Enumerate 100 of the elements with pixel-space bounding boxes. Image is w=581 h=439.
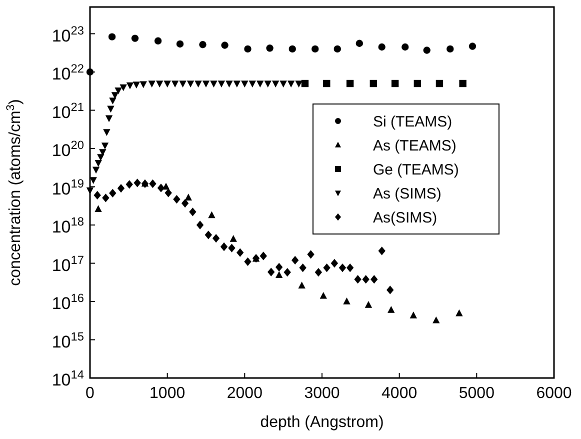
point	[164, 188, 172, 198]
point	[298, 282, 306, 289]
point	[244, 257, 252, 266]
point	[410, 312, 418, 318]
point	[264, 80, 272, 88]
x-tick-label: 3000	[304, 385, 340, 402]
y-tick-label: 10$^{22}$	[52, 62, 84, 84]
point	[154, 37, 162, 44]
point	[126, 82, 134, 90]
point	[212, 234, 220, 243]
point	[226, 80, 233, 88]
point	[323, 80, 330, 88]
point	[364, 301, 372, 308]
point	[94, 205, 102, 212]
legend-label: As (TEAMS)	[373, 137, 456, 154]
y-tick-label: 10$^{23}$	[52, 23, 84, 46]
point	[109, 188, 116, 198]
point	[181, 198, 189, 208]
point	[194, 80, 202, 88]
point	[284, 268, 291, 277]
point	[388, 306, 395, 313]
legend-label: As (SIMS)	[373, 185, 442, 202]
point	[149, 179, 156, 188]
point	[260, 252, 267, 260]
point	[233, 80, 241, 88]
point	[114, 88, 122, 94]
point	[280, 80, 287, 88]
point	[221, 42, 228, 49]
point	[299, 263, 306, 272]
point	[268, 268, 275, 276]
point	[354, 275, 362, 284]
x-tick-label: 5000	[458, 385, 495, 402]
point	[140, 81, 147, 88]
x-tick-label: 4000	[382, 385, 418, 402]
point	[266, 44, 274, 52]
point	[196, 220, 204, 230]
point	[241, 80, 248, 88]
point	[346, 263, 354, 272]
point	[330, 258, 338, 268]
y-tick-label: 10$^{14}$	[52, 368, 84, 390]
point	[436, 80, 444, 88]
point	[346, 80, 354, 88]
point	[220, 242, 228, 252]
point	[378, 43, 386, 51]
point	[107, 106, 114, 113]
point	[248, 80, 256, 88]
point	[97, 154, 104, 161]
point	[228, 244, 236, 252]
x-tick-label: 2000	[226, 385, 263, 402]
point	[126, 180, 133, 189]
point	[134, 178, 141, 188]
point	[173, 194, 180, 204]
point	[370, 80, 378, 88]
point	[256, 80, 264, 88]
point	[291, 256, 299, 265]
point	[338, 263, 346, 272]
x-tick-label: 1000	[150, 385, 186, 402]
y-tick-label: 10$^{17}$	[52, 252, 84, 275]
point	[132, 82, 140, 88]
point	[314, 268, 322, 277]
point	[103, 129, 110, 136]
point	[111, 92, 119, 99]
point	[218, 80, 226, 88]
point	[131, 34, 139, 42]
point	[323, 263, 330, 272]
point	[275, 262, 283, 272]
point	[312, 45, 319, 53]
point	[334, 45, 341, 53]
point	[275, 271, 283, 278]
point	[295, 80, 302, 88]
point	[456, 309, 463, 316]
x-tick-label: 6000	[536, 385, 572, 402]
point	[378, 246, 386, 256]
point	[287, 80, 295, 88]
y-tick-label: 10$^{18}$	[52, 214, 84, 237]
x-tick-label: 0	[86, 385, 95, 402]
point	[210, 80, 218, 88]
point	[86, 187, 94, 194]
point	[189, 208, 196, 216]
point	[391, 80, 399, 88]
point	[108, 33, 116, 40]
point	[446, 45, 454, 53]
point	[459, 80, 466, 88]
point	[208, 211, 216, 218]
point	[288, 45, 296, 53]
point	[386, 286, 394, 294]
point	[356, 40, 364, 47]
point	[117, 184, 125, 193]
point	[204, 230, 212, 240]
point	[101, 142, 109, 150]
point	[230, 235, 237, 242]
point	[370, 275, 378, 284]
point	[148, 80, 156, 88]
point	[343, 298, 350, 304]
point	[90, 177, 97, 184]
point	[105, 115, 113, 122]
point	[94, 160, 102, 167]
point	[320, 292, 327, 299]
point	[301, 80, 309, 88]
point	[92, 166, 100, 174]
